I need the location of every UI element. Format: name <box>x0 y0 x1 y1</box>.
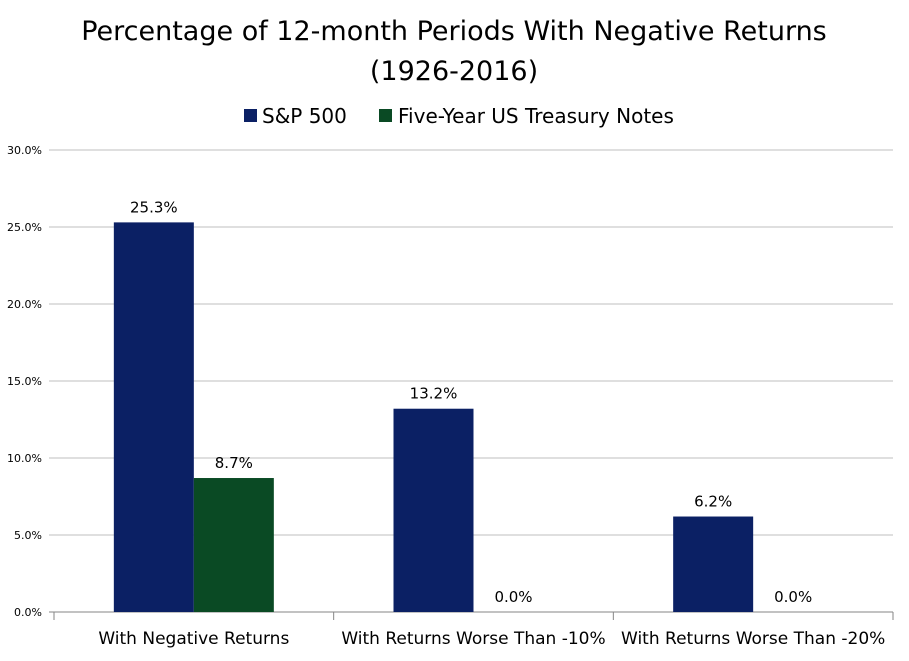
bar-treasury <box>193 478 274 612</box>
y-axis-ticks: 0.0% 5.0% 10.0% 15.0% 20.0% 25.0% 30.0% <box>7 144 42 619</box>
y-tick-label: 15.0% <box>7 375 42 388</box>
bar-sp500 <box>673 516 754 612</box>
data-label: 8.7% <box>215 454 253 472</box>
data-label: 6.2% <box>694 493 732 511</box>
chart-title-line-2: (1926-2016) <box>370 56 538 87</box>
bar-sp500 <box>113 222 194 612</box>
x-tick-label: With Returns Worse Than -10% <box>341 629 605 649</box>
data-label: 25.3% <box>130 198 178 216</box>
data-label: 0.0% <box>494 588 532 606</box>
bars <box>113 222 754 612</box>
x-tick-label: With Negative Returns <box>98 629 289 649</box>
y-tick-label: 5.0% <box>14 529 42 542</box>
data-labels: 25.3% 8.7% 13.2% 0.0% 6.2% 0.0% <box>130 198 812 606</box>
data-label: 13.2% <box>410 385 458 403</box>
legend-label-sp500: S&P 500 <box>262 104 347 128</box>
legend-label-treasury: Five-Year US Treasury Notes <box>398 104 674 128</box>
data-label: 0.0% <box>774 588 812 606</box>
legend: S&P 500 Five-Year US Treasury Notes <box>244 104 674 128</box>
y-tick-label: 25.0% <box>7 221 42 234</box>
x-axis-ticks: With Negative Returns With Returns Worse … <box>98 629 885 649</box>
legend-swatch-sp500 <box>244 109 257 122</box>
bar-sp500 <box>393 408 474 612</box>
chart-title-line-1: Percentage of 12-month Periods With Nega… <box>81 16 827 47</box>
x-tick-label: With Returns Worse Than -20% <box>621 629 885 649</box>
legend-swatch-treasury <box>379 109 392 122</box>
y-tick-label: 10.0% <box>7 452 42 465</box>
y-tick-label: 20.0% <box>7 298 42 311</box>
y-tick-label: 0.0% <box>14 606 42 619</box>
y-tick-label: 30.0% <box>7 144 42 157</box>
